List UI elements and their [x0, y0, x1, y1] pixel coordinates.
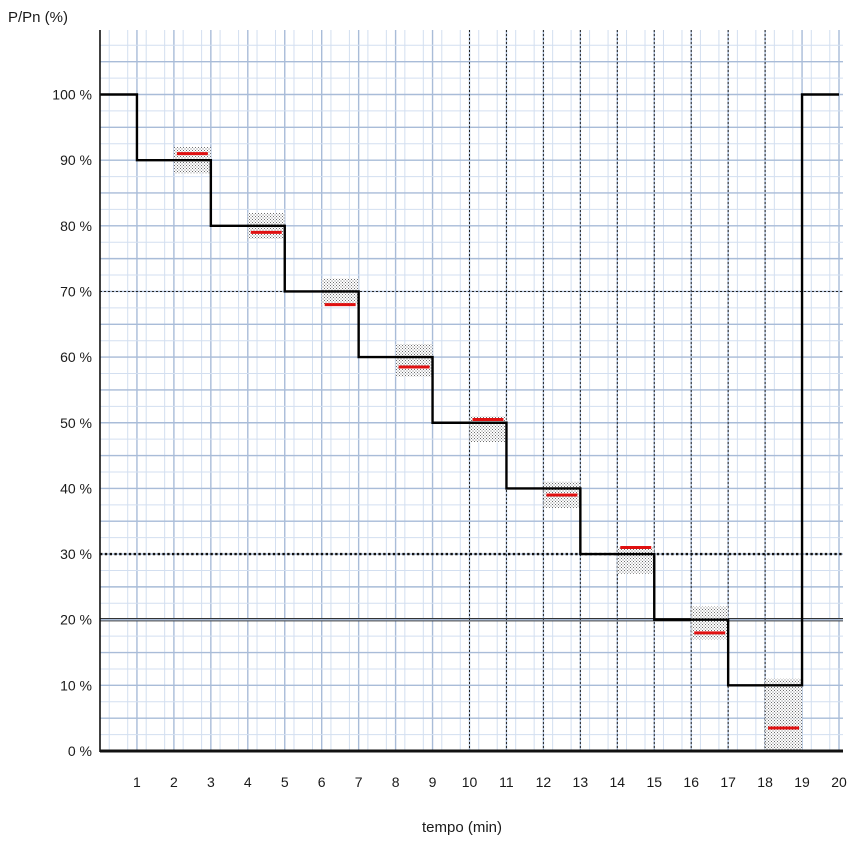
- y-tick-label: 100 %: [52, 87, 92, 103]
- x-tick-label: 7: [355, 774, 363, 790]
- x-tick-label: 6: [318, 774, 326, 790]
- x-tick-label: 1: [133, 774, 141, 790]
- x-tick-label: 18: [757, 774, 773, 790]
- tolerance-band: [617, 547, 655, 574]
- x-tick-label: 5: [281, 774, 289, 790]
- x-tick-label: 8: [392, 774, 400, 790]
- y-tick-label: 50 %: [60, 415, 92, 431]
- x-tick-label: 14: [610, 774, 626, 790]
- x-tick-labels: 1 2 3 4 5 6 7 8 9 10 11 12 13 14 15 16 17 18 19 20: [133, 774, 847, 790]
- y-tick-labels: 0 % 10 % 20 % 30 % 40 % 50 % 60 % 70 % 80 % 90 % 1…: [52, 87, 92, 760]
- tolerance-bands: [173, 147, 803, 751]
- tolerance-band: [765, 678, 803, 751]
- x-tick-label: 17: [720, 774, 736, 790]
- setpoint-step-line: [100, 93, 839, 687]
- y-tick-label: 80 %: [60, 218, 92, 234]
- x-tick-label: 13: [573, 774, 589, 790]
- x-tick-label: 16: [683, 774, 699, 790]
- x-axis-title: tempo (min): [422, 819, 502, 836]
- axes: [99, 30, 843, 753]
- tolerance-band: [691, 606, 729, 640]
- x-tick-label: 11: [499, 774, 514, 790]
- y-tick-label: 30 %: [60, 546, 92, 562]
- setpoint-series-line: [100, 93, 839, 687]
- y-tick-label: 60 %: [60, 349, 92, 365]
- x-tick-label: 12: [536, 774, 552, 790]
- y-tick-label: 10 %: [60, 677, 92, 693]
- y-tick-label: 0 %: [68, 743, 92, 759]
- y-axis-title: P/Pn (%): [8, 9, 68, 26]
- y-tick-label: 20 %: [60, 612, 92, 628]
- x-tick-label: 20: [831, 774, 847, 790]
- x-tick-label: 3: [207, 774, 215, 790]
- tolerance-band: [395, 343, 433, 377]
- x-tick-label: 2: [170, 774, 178, 790]
- y-tick-label: 70 %: [60, 283, 92, 299]
- y-tick-label: 90 %: [60, 152, 92, 168]
- x-tick-label: 10: [462, 774, 478, 790]
- x-tick-label: 15: [646, 774, 662, 790]
- x-tick-label: 9: [429, 774, 437, 790]
- y-tick-label: 40 %: [60, 480, 92, 496]
- x-tick-label: 4: [244, 774, 252, 790]
- grid: [100, 30, 843, 752]
- x-tick-label: 19: [794, 774, 810, 790]
- measured-markers: [176, 152, 800, 730]
